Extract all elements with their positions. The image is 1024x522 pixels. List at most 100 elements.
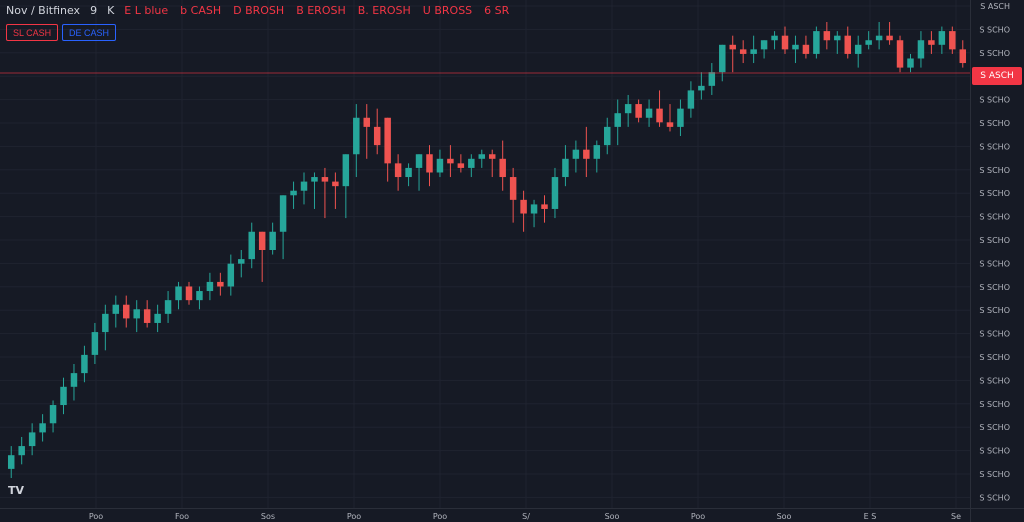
y-tick-label: S SCHO <box>979 353 1010 362</box>
y-tick-label: S SCHO <box>979 283 1010 292</box>
y-tick-label: S SCHO <box>979 493 1010 502</box>
candle-body <box>175 286 182 301</box>
y-tick-label: S SCHO <box>979 470 1010 479</box>
candle-body <box>854 44 862 54</box>
symbol-name[interactable]: Nov / Bitfinex <box>6 4 81 17</box>
candle-body <box>666 122 674 127</box>
candle-body <box>28 432 36 447</box>
candle-body <box>123 304 130 319</box>
sell-button[interactable]: SL CASH <box>6 24 59 41</box>
candle-body <box>509 177 517 200</box>
y-tick-label: S SCHO <box>979 49 1010 58</box>
candle-body <box>217 281 224 287</box>
candle-body <box>457 163 465 168</box>
candle-body <box>196 291 203 301</box>
candle-body <box>698 85 705 91</box>
candle-body <box>384 117 391 164</box>
ohlc-values: E L blue b CASH D BROSH B EROSH B. EROSH… <box>124 4 509 17</box>
y-tick-label: S SCHO <box>979 189 1010 198</box>
candle-body <box>185 286 193 301</box>
x-tick-label: Sos <box>261 512 275 521</box>
candle-body <box>886 35 893 41</box>
candle-body <box>844 35 851 54</box>
y-tick-label: S SCHO <box>979 166 1010 175</box>
candle-body <box>813 31 820 54</box>
ohlc-value: U BROSS <box>422 4 473 17</box>
interval-label[interactable]: 9 <box>90 4 98 17</box>
candle-body <box>321 177 329 182</box>
candle-body <box>70 373 78 387</box>
candle-body <box>60 386 67 406</box>
x-tick-label: Poo <box>433 512 447 521</box>
candle-body <box>938 31 946 45</box>
candle-body <box>373 126 381 146</box>
candle-body <box>39 423 46 433</box>
candle-body <box>781 35 789 50</box>
x-tick-label: Poo <box>347 512 361 521</box>
y-tick-label: S SCHO <box>979 236 1010 245</box>
x-tick-label: Se <box>951 512 961 521</box>
x-tick-label: S/ <box>522 512 530 521</box>
candle-body <box>645 108 653 118</box>
candle-body <box>353 117 360 155</box>
candle-body <box>447 158 454 164</box>
candle-body <box>656 108 663 123</box>
ohlc-value: b CASH <box>180 4 222 17</box>
candle-body <box>917 40 925 59</box>
buy-button[interactable]: DE CASH <box>62 24 117 41</box>
candle-body <box>227 263 235 287</box>
candle-body <box>719 44 726 73</box>
candle-body <box>834 35 841 41</box>
candle-body <box>311 177 318 182</box>
candle-body <box>750 49 757 54</box>
ohlc-value: B EROSH <box>296 4 346 17</box>
candle-body <box>112 304 120 314</box>
legend-header: Nov / Bitfinex 9 K E L blue b CASH D BRO… <box>6 4 509 17</box>
y-tick-label: S ASCH <box>980 2 1010 11</box>
candle-body <box>18 446 25 456</box>
candle-body <box>823 31 831 41</box>
y-tick-label: S SCHO <box>979 96 1010 105</box>
candle-body <box>279 195 287 232</box>
candle-body <box>258 231 266 250</box>
candle-body <box>206 281 214 292</box>
x-tick-label: Poo <box>89 512 103 521</box>
y-tick-label: S SCHO <box>979 376 1010 385</box>
candle-body <box>729 44 736 50</box>
candle-body <box>394 163 402 178</box>
ohlc-value: E L blue <box>124 4 169 17</box>
y-tick-label: S SCHO <box>979 447 1010 456</box>
x-tick-label: Poo <box>691 512 705 521</box>
candle-body <box>478 154 486 159</box>
candle-body <box>164 300 172 314</box>
candle-body <box>530 204 538 214</box>
candle-body <box>771 35 778 41</box>
candle-body <box>342 154 350 187</box>
tradingview-logo[interactable]: TV <box>8 484 25 497</box>
y-tick-label: S SCHO <box>979 142 1010 151</box>
y-tick-label: S SCHO <box>979 25 1010 34</box>
candle-body <box>49 405 57 424</box>
mark-label: K <box>107 4 115 17</box>
x-tick-label: Foo <box>175 512 189 521</box>
candle-body <box>739 49 747 54</box>
candle-body <box>593 145 601 159</box>
candle-body <box>415 154 423 168</box>
candle-body <box>91 332 99 355</box>
y-tick-label: S SCHO <box>979 259 1010 268</box>
candle-body <box>635 104 642 118</box>
candle-body <box>708 72 716 86</box>
candle-body <box>269 231 276 250</box>
candle-body <box>875 35 883 41</box>
candle-body <box>802 44 810 54</box>
candle-body <box>468 158 475 168</box>
candle-body <box>551 177 559 209</box>
change-value: 6 SR <box>484 4 510 17</box>
price-scale-separator <box>970 0 971 522</box>
y-tick-label: S SCHO <box>979 423 1010 432</box>
candle-body <box>102 313 109 333</box>
candle-body <box>604 126 611 146</box>
ohlc-value: D BROSH <box>233 4 285 17</box>
